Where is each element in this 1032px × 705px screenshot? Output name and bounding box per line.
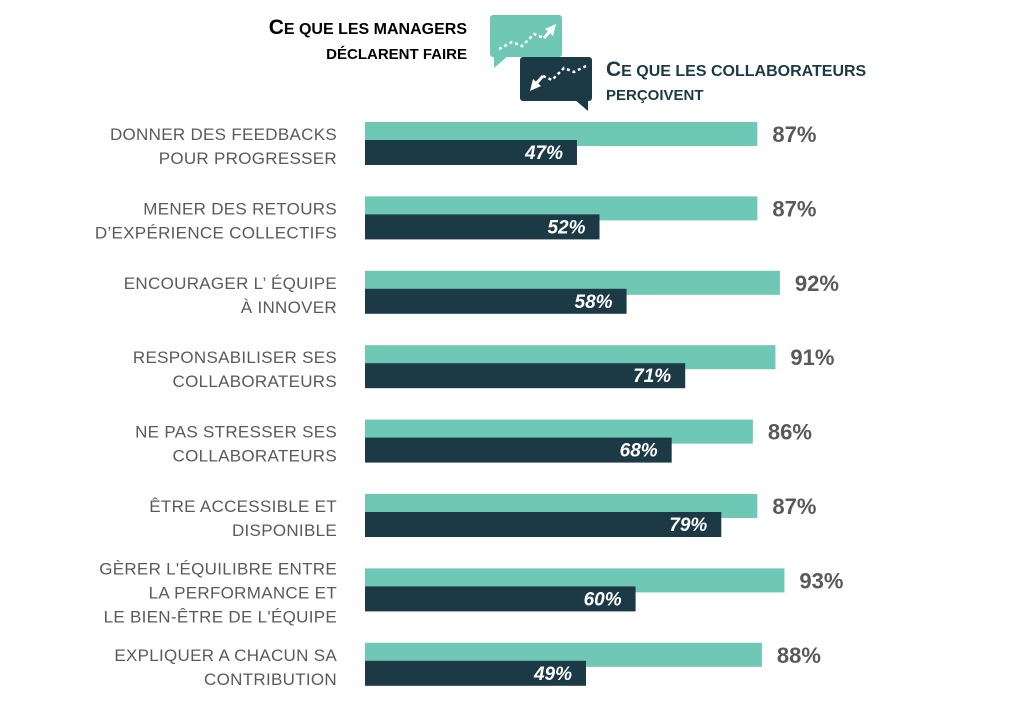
category-label: COLLABORATEURS	[173, 447, 337, 466]
category-label: POUR PROGRESSER	[159, 149, 337, 168]
category-label: MENER DES RETOURS	[143, 199, 337, 218]
legend-managers: CE QUE LES MANAGERS DÉCLARENT FAIRE	[269, 15, 562, 68]
legend-managers-rest: E QUE LES MANAGERS	[284, 21, 467, 38]
category-label: COLLABORATEURS	[173, 372, 337, 391]
legend-managers-line1: CE QUE LES MANAGERS	[269, 16, 468, 39]
data-label-managers: 93%	[799, 568, 843, 593]
category-label: CONTRIBUTION	[204, 670, 337, 689]
data-label-managers: 92%	[795, 271, 839, 296]
data-label-managers: 86%	[768, 420, 812, 445]
chart-row: DONNER DES FEEDBACKS POUR PROGRESSER 87% 47…	[110, 122, 816, 168]
legend-collaborateurs-initial: C	[606, 58, 621, 81]
data-label-collaborateurs: 58%	[575, 292, 613, 313]
data-label-collaborateurs: 47%	[524, 143, 563, 164]
data-label-managers: 88%	[777, 643, 821, 668]
legend-collaborateurs: CE QUE LES COLLABORATEURS PERÇOIVENT	[520, 57, 867, 111]
trend-up-chat-icon	[490, 15, 562, 68]
category-label: DONNER DES FEEDBACKS	[110, 125, 337, 144]
chart-row: MENER DES RETOURS D’EXPÉRIENCE COLLECTIFS…	[95, 196, 816, 242]
category-label: EXPLIQUER A CHACUN SA	[114, 646, 337, 665]
chart-row: RESPONSABILISER SES COLLABORATEURS 91% 71%	[133, 345, 834, 391]
category-label: DISPONIBLE	[232, 521, 337, 540]
legend-managers-line2: DÉCLARENT FAIRE	[326, 46, 467, 63]
data-label-collaborateurs: 68%	[620, 441, 658, 462]
data-label-managers: 91%	[790, 345, 834, 370]
category-label: RESPONSABILISER SES	[133, 348, 337, 367]
bar-collaborateurs	[365, 586, 636, 612]
chart-row: GÈRER L'ÉQUILIBRE ENTRE LA PERFORMANCE ET…	[99, 559, 843, 626]
chart-row: NE PAS STRESSER SES COLLABORATEURS 86% 68%	[135, 419, 812, 466]
bar-collaborateurs	[365, 288, 627, 314]
category-label: À INNOVER	[241, 298, 337, 317]
data-label-collaborateurs: 79%	[669, 515, 707, 536]
data-label-collaborateurs: 60%	[584, 589, 622, 610]
legend-managers-initial: C	[269, 16, 284, 39]
category-label: GÈRER L'ÉQUILIBRE ENTRE	[99, 559, 337, 578]
category-label: LA PERFORMANCE ET	[149, 583, 337, 602]
category-label: D’EXPÉRIENCE COLLECTIFS	[95, 223, 337, 242]
trend-down-chat-icon	[520, 57, 592, 111]
category-label: NE PAS STRESSER SES	[135, 423, 337, 442]
chart-rows: DONNER DES FEEDBACKS POUR PROGRESSER 87% 47…	[95, 122, 843, 689]
bar-collaborateurs	[365, 437, 672, 463]
legend-collaborateurs-rest: E QUE LES COLLABORATEURS	[621, 63, 866, 80]
bar-collaborateurs	[365, 140, 577, 165]
chart-row: ÊTRE ACCESSIBLE ET DISPONIBLE 87% 79%	[149, 494, 816, 540]
chart-row: ENCOURAGER L’ ÉQUIPE À INNOVER 92% 58%	[124, 270, 839, 317]
data-label-collaborateurs: 52%	[547, 217, 585, 238]
bar-collaborateurs	[365, 214, 600, 240]
data-label-managers: 87%	[772, 122, 816, 147]
data-label-collaborateurs: 71%	[633, 366, 671, 387]
data-label-managers: 87%	[772, 196, 816, 221]
data-label-collaborateurs: 49%	[533, 664, 572, 685]
chart-row: EXPLIQUER A CHACUN SA CONTRIBUTION 88% 49%	[114, 642, 821, 689]
data-label-managers: 87%	[772, 494, 816, 519]
legend-collaborateurs-line1: CE QUE LES COLLABORATEURS	[606, 58, 867, 81]
bar-collaborateurs	[365, 512, 722, 537]
category-label: ENCOURAGER L’ ÉQUIPE	[124, 274, 337, 293]
category-label: LE BIEN-ÊTRE DE L'ÉQUIPE	[104, 607, 337, 626]
bar-collaborateurs	[365, 660, 586, 686]
category-label: ÊTRE ACCESSIBLE ET	[149, 497, 337, 516]
bar-collaborateurs	[365, 363, 686, 389]
legend-collaborateurs-line2: PERÇOIVENT	[606, 87, 704, 104]
